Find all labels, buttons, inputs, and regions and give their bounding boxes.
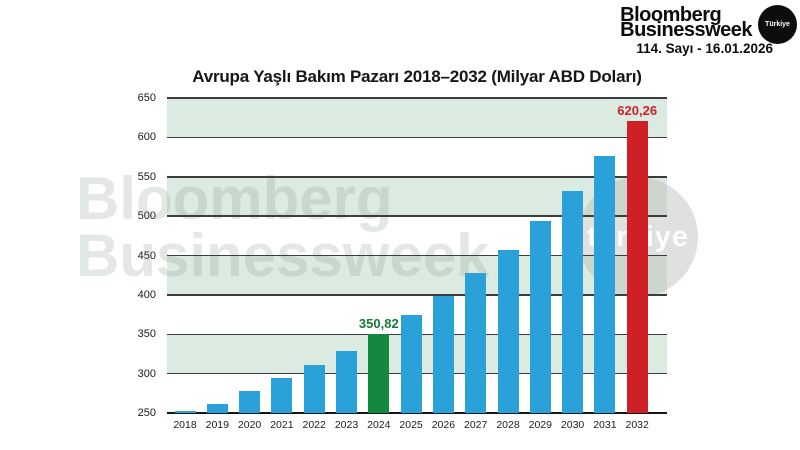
bar-value-label-2032: 620,26 — [617, 103, 658, 119]
x-tick-label-2023: 2023 — [334, 419, 359, 431]
plot-band — [167, 98, 667, 138]
x-tick-label-2026: 2026 — [431, 419, 456, 431]
bar-2020 — [239, 390, 261, 413]
y-tick-label-650: 650 — [137, 92, 156, 104]
x-tick-label-2032: 2032 — [625, 419, 649, 431]
bar-2023 — [336, 350, 357, 413]
bar-2031 — [594, 155, 616, 413]
x-tick-label-2019: 2019 — [205, 419, 229, 431]
bar-2030 — [562, 190, 584, 413]
x-tick-label-2025: 2025 — [399, 419, 423, 431]
plot-band — [167, 216, 667, 256]
gridline-650 — [167, 97, 667, 99]
x-tick-label-2022: 2022 — [302, 419, 326, 431]
x-tick-label-2028: 2028 — [496, 419, 520, 431]
plot-area: 350,82 620,26 — [167, 97, 667, 414]
x-tick-label-2024: 2024 — [367, 419, 391, 431]
masthead: Bloomberg Businessweek Türkiye — [620, 5, 797, 44]
gridline-450 — [167, 254, 667, 257]
gridline-500 — [167, 215, 667, 217]
chart-title: Avrupa Yaşlı Bakım Pazarı 2018–2032 (Mil… — [192, 67, 642, 86]
bar-2028 — [497, 250, 519, 413]
watermark-line1: Bloomberg — [76, 165, 393, 232]
y-axis: 250 300 350 400 450 500 550 600 650 — [123, 92, 161, 419]
x-tick-label-2021: 2021 — [270, 419, 294, 431]
bar-2029 — [529, 220, 551, 413]
turkiye-badge-icon: Türkiye — [758, 5, 797, 44]
gridline-550 — [167, 176, 667, 178]
x-axis: 2018 2019 2020 2021 2022 2023 2024 2025 2026 2027… — [167, 419, 667, 435]
gridline-400 — [167, 294, 667, 296]
plot-band — [167, 137, 667, 177]
x-tick-label-2020: 2020 — [237, 419, 262, 431]
bar-2027 — [465, 272, 487, 413]
y-tick-label-300: 300 — [137, 367, 156, 380]
bar-2018 — [174, 411, 196, 413]
turkiye-badge-label: Türkiye — [765, 21, 790, 28]
y-tick-label-250: 250 — [137, 407, 156, 419]
y-tick-label-400: 400 — [137, 288, 156, 301]
plot-band — [167, 255, 667, 295]
x-tick-label-2027: 2027 — [464, 419, 488, 431]
bar-2025 — [400, 315, 422, 413]
bar-2021 — [271, 377, 293, 413]
x-tick-label-2018: 2018 — [173, 419, 197, 431]
x-tick-label-2031: 2031 — [593, 419, 617, 431]
bar-2022 — [303, 364, 325, 413]
plot-band — [167, 176, 667, 217]
bloomberg-businessweek-logo: Bloomberg Businessweek — [620, 4, 752, 41]
logo-line-businessweek: Businessweek — [620, 19, 752, 41]
bar-2024 — [368, 333, 390, 413]
y-tick-label-450: 450 — [137, 249, 156, 262]
bar-2032 — [626, 121, 648, 413]
issue-date-line: 114. Sayı - 16.01.2026 — [636, 41, 773, 56]
bar-2026 — [432, 296, 454, 413]
bar-2019 — [206, 403, 228, 413]
x-tick-label-2029: 2029 — [528, 419, 552, 431]
logo-line-bloomberg: Bloomberg — [620, 4, 722, 26]
gridline-600 — [167, 136, 667, 139]
y-tick-label-550: 550 — [137, 170, 156, 183]
x-axis-baseline — [167, 412, 667, 414]
y-tick-label-500: 500 — [137, 210, 156, 223]
x-tick-label-2030: 2030 — [560, 419, 585, 431]
bar-value-label-2024: 350,82 — [358, 315, 399, 331]
background-watermark-text: Bloomberg Businessweek — [76, 165, 490, 286]
y-tick-label-600: 600 — [137, 131, 156, 144]
y-tick-label-350: 350 — [137, 328, 156, 341]
